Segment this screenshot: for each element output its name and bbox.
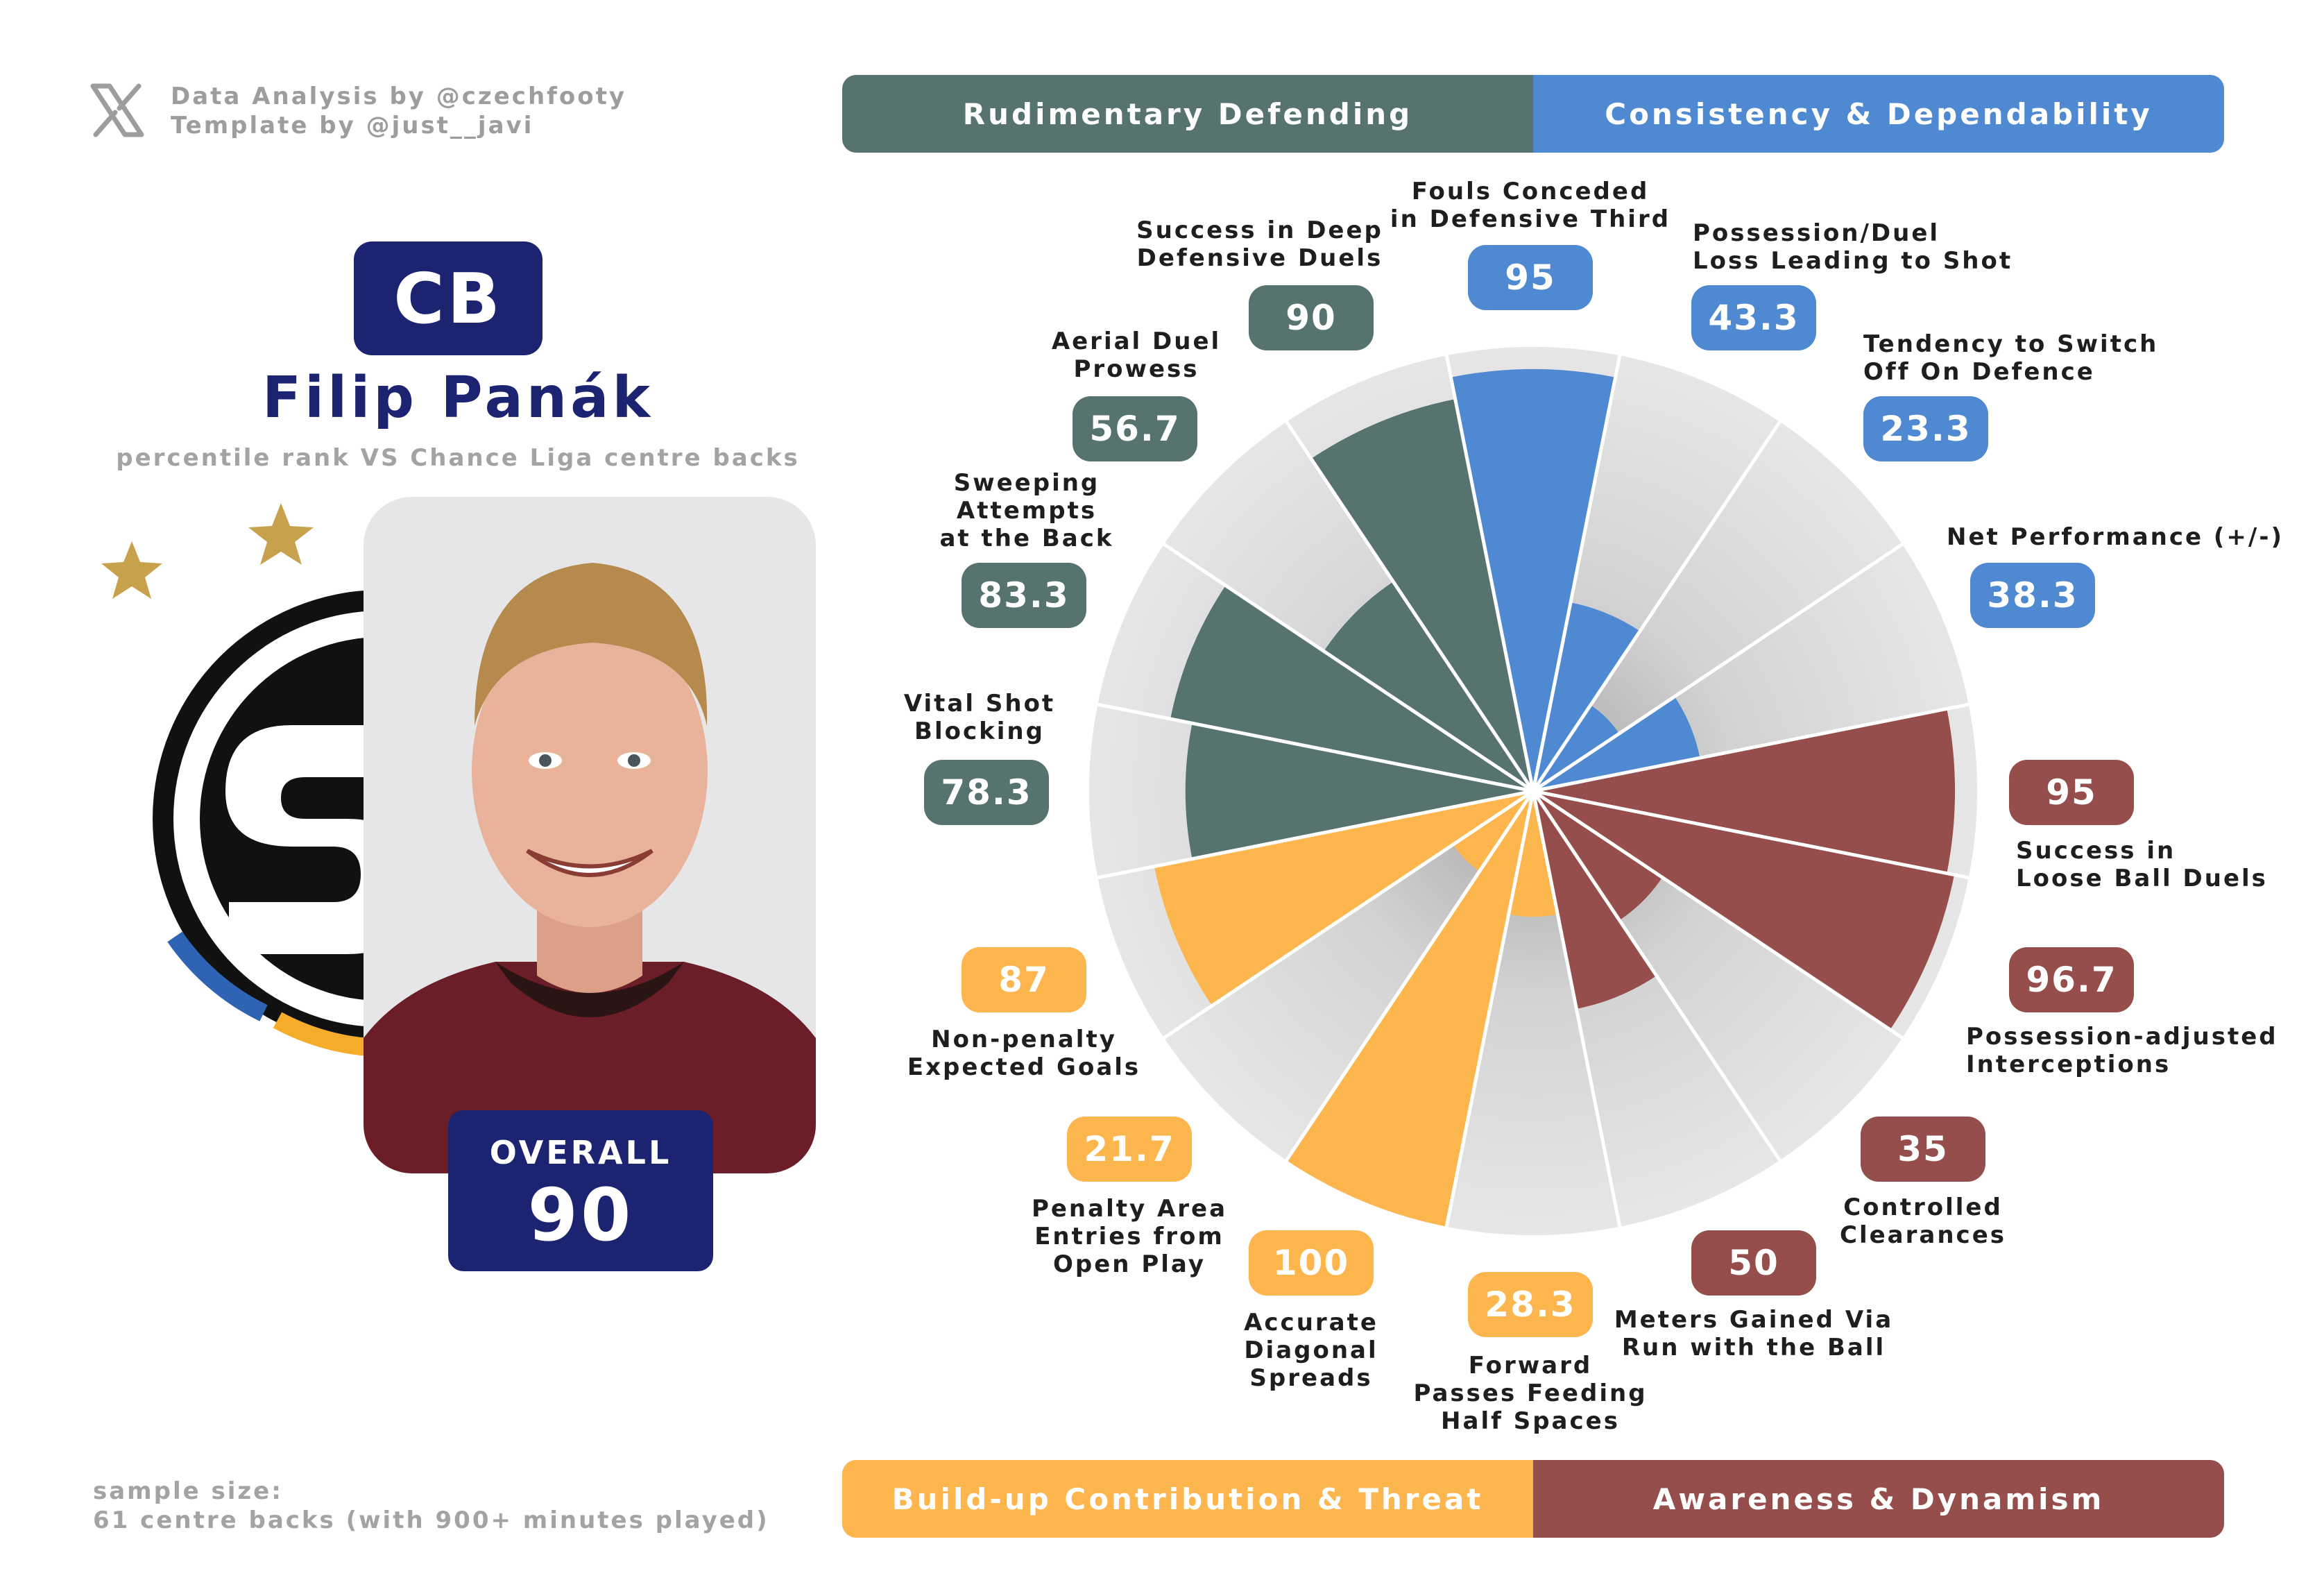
x-logo-icon	[89, 82, 146, 139]
overall-score-card: OVERALL 90	[448, 1110, 713, 1271]
value-pill: 23.3	[1863, 396, 1988, 461]
metric-label: Forward Passes Feeding Half Spaces	[1413, 1352, 1648, 1435]
radar-separator	[1531, 790, 1783, 1164]
radar-bar	[1533, 708, 1955, 874]
category-awareness: Awareness & Dynamism	[1533, 1460, 2224, 1538]
radar-wedge-bg	[1163, 791, 1533, 1161]
value-pill: 56.7	[1073, 396, 1197, 461]
metric-label: Non-penalty Expected Goals	[907, 1026, 1141, 1081]
value-pill: 100	[1249, 1230, 1374, 1296]
radar-bar	[1185, 723, 1533, 859]
radar-bar	[1154, 791, 1533, 1006]
metric-label: Possession-adjusted Interceptions	[1966, 1023, 2278, 1078]
radar-separator	[1532, 702, 1972, 793]
radar-separator	[1161, 789, 1535, 1041]
radar-separator	[1532, 541, 1906, 793]
radar-bar	[1533, 705, 1619, 791]
radar-bar	[1508, 791, 1558, 917]
radar-bar	[1311, 399, 1533, 791]
radar-bar	[1451, 369, 1616, 791]
radar-bar	[1533, 602, 1640, 791]
metric-label: Accurate Diagonal Spreads	[1244, 1309, 1378, 1392]
radar-bar	[1533, 791, 1657, 1009]
value-pill: 83.3	[962, 563, 1086, 628]
value-pill: 87	[962, 947, 1086, 1012]
radar-separator	[1531, 790, 1623, 1230]
overall-label: OVERALL	[489, 1134, 672, 1171]
value-pill: 50	[1691, 1230, 1816, 1296]
radar-bar	[1453, 791, 1533, 872]
position-badge: CB	[354, 241, 542, 355]
value-pill: 78.3	[924, 760, 1049, 825]
radar-separator	[1531, 352, 1623, 792]
player-photo	[364, 497, 816, 1173]
radar-separator	[1094, 702, 1534, 793]
metric-label: Penalty Area Entries from Open Play	[1031, 1195, 1228, 1278]
radar-wedge-bg	[1533, 421, 1903, 791]
radar-chart	[1088, 346, 1978, 1236]
metric-label: Success in Deep Defensive Duels	[1136, 217, 1383, 272]
metric-label: Vital Shot Blocking	[903, 690, 1056, 745]
radar-bar	[1324, 581, 1533, 791]
radar-bar	[1170, 585, 1533, 791]
radar-wedge-bg	[1446, 791, 1620, 1236]
credit-template: Template by @just__javi	[171, 112, 534, 139]
radar-separator	[1283, 418, 1535, 792]
value-pill: 96.7	[2009, 947, 2134, 1012]
metric-label: Net Performance (+/-)	[1947, 523, 2284, 551]
category-consistency: Consistency & Dependability	[1533, 75, 2224, 153]
credits: Data Analysis by @czechfooty Template by…	[171, 82, 626, 140]
radar-separator	[1532, 789, 1972, 881]
radar-separator	[1444, 790, 1535, 1230]
value-pill: 21.7	[1067, 1117, 1192, 1182]
radar-separator	[1283, 790, 1535, 1164]
radar-bar	[1533, 791, 1663, 921]
metric-label: Sweeping Attempts at the Back	[939, 469, 1114, 552]
star-icon	[101, 541, 162, 599]
sample-size-label: sample size:	[93, 1477, 283, 1505]
radar-bar	[1533, 791, 1954, 1030]
credit-analysis: Data Analysis by @czechfooty	[171, 83, 627, 110]
metric-label: Aerial Duel Prowess	[1051, 328, 1222, 383]
metric-label: Controlled Clearances	[1840, 1194, 2006, 1249]
category-buildup: Build-up Contribution & Threat	[842, 1460, 1533, 1538]
subtitle: percentile rank VS Chance Liga centre ba…	[116, 444, 800, 472]
metric-label: Possession/Duel Loss Leading to Shot	[1693, 219, 2013, 275]
value-pill: 35	[1861, 1117, 1985, 1182]
overall-value: 90	[527, 1173, 634, 1257]
sample-size-detail: 61 centre backs (with 900+ minutes playe…	[93, 1506, 769, 1534]
radar-separator	[1444, 352, 1535, 792]
value-pill: 38.3	[1970, 563, 2095, 628]
radar-bar	[1286, 791, 1533, 1227]
value-pill: 90	[1249, 285, 1374, 350]
metric-label: Success in Loose Ball Duels	[2016, 837, 2268, 892]
radar-separator	[1161, 541, 1535, 793]
sample-size-note: sample size: 61 centre backs (with 900+ …	[93, 1477, 769, 1535]
radar-separator	[1532, 789, 1906, 1041]
metric-label: Meters Gained Via Run with the Ball	[1614, 1306, 1894, 1361]
value-pill: 43.3	[1691, 285, 1816, 350]
radar-separator	[1531, 418, 1783, 792]
value-pill: 95	[1468, 245, 1593, 310]
metric-label: Fouls Conceded in Defensive Third	[1390, 178, 1671, 233]
value-pill: 28.3	[1468, 1272, 1593, 1337]
radar-bar	[1533, 696, 1700, 791]
value-pill: 95	[2009, 760, 2134, 825]
radar-separator	[1094, 789, 1534, 881]
metric-label: Tendency to Switch Off On Defence	[1863, 330, 2159, 386]
star-icon	[248, 503, 314, 565]
player-name: Filip Panák	[262, 365, 654, 431]
category-rudimentary-defending: Rudimentary Defending	[842, 75, 1533, 153]
